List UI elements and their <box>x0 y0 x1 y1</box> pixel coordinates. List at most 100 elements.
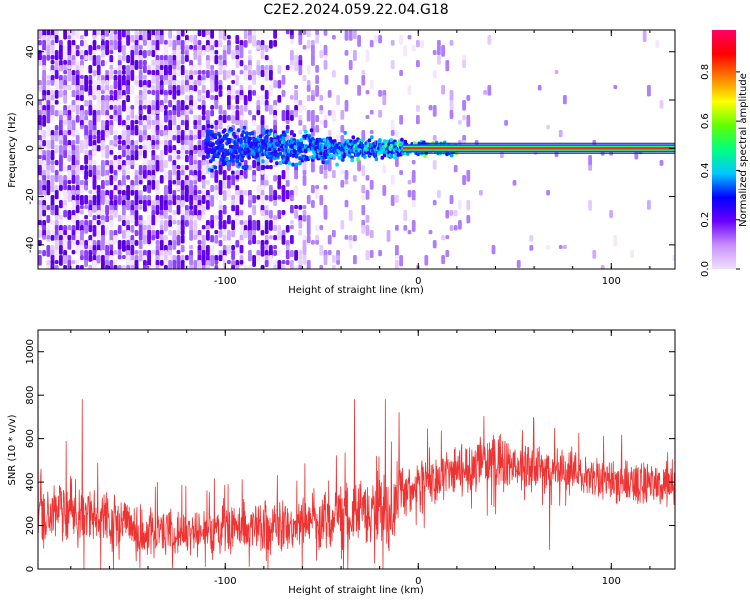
heatmap-cell <box>88 45 93 55</box>
heatmap-cell <box>138 100 143 106</box>
heatmap-cell <box>462 175 466 186</box>
heatmap-cell <box>193 175 198 182</box>
heatmap-cell <box>38 60 42 66</box>
heatmap-cell <box>151 205 156 211</box>
heatmap-cell <box>256 125 261 135</box>
heatmap-cell <box>176 30 181 36</box>
heatmap-cell <box>117 30 122 41</box>
colorbar-tick-label: 0.4 <box>700 162 711 178</box>
heatmap-cell <box>92 225 97 237</box>
heatmap-cell <box>302 160 307 172</box>
heatmap-cell <box>164 150 168 155</box>
heatmap-cell <box>302 245 307 256</box>
heatmap-cell <box>395 195 399 203</box>
heatmap-cell <box>151 75 156 84</box>
heatmap-cell <box>319 50 324 59</box>
heatmap-cell <box>395 255 399 260</box>
heatmap-cell <box>63 245 67 250</box>
heatmap-cell <box>50 220 55 226</box>
heatmap-cell <box>185 100 189 106</box>
heatmap-cell <box>516 260 521 268</box>
x-tick-label: 0 <box>415 576 421 587</box>
heatmap-cell <box>302 205 307 210</box>
heatmap-cell <box>357 160 361 172</box>
heatmap-cell <box>67 260 72 269</box>
heatmap-cell <box>164 250 168 262</box>
heatmap-cell <box>222 70 227 81</box>
heatmap-cell <box>264 220 269 232</box>
heatmap-signal-core <box>402 147 675 150</box>
heatmap-cell <box>189 185 193 192</box>
heatmap-cell <box>264 90 269 100</box>
heatmap-cell <box>159 230 164 235</box>
heatmap-cell <box>361 195 366 201</box>
heatmap-cell <box>197 160 202 171</box>
heatmap-cell <box>138 240 143 250</box>
heatmap-cell <box>231 230 235 238</box>
heatmap-signal-cell <box>256 161 261 166</box>
heatmap-cell <box>105 200 109 205</box>
heatmap-cell <box>105 145 109 152</box>
heatmap-cell <box>222 50 227 62</box>
heatmap-cell <box>38 250 42 255</box>
heatmap-cell <box>113 30 118 35</box>
heatmap-cell <box>206 220 210 227</box>
heatmap-cell <box>67 125 72 131</box>
heatmap-cell <box>180 55 185 65</box>
heatmap-cell <box>172 120 177 127</box>
heatmap-cell <box>197 235 202 241</box>
heatmap-cell <box>365 225 370 236</box>
heatmap-cell <box>42 75 46 86</box>
heatmap-cell <box>273 250 277 256</box>
heatmap-cell <box>252 220 256 232</box>
heatmap-cell <box>340 170 345 175</box>
heatmap-signal-cell <box>329 153 333 158</box>
heatmap-cell <box>185 175 189 182</box>
heatmap-cell <box>46 75 51 80</box>
heatmap-cell <box>159 215 164 219</box>
heatmap-cell <box>294 170 298 180</box>
heatmap-cell <box>172 110 177 116</box>
heatmap-cell <box>269 235 273 240</box>
heatmap-cell <box>71 250 76 255</box>
heatmap-cell <box>231 185 235 189</box>
heatmap-cell <box>38 105 42 112</box>
heatmap-cell <box>235 250 240 256</box>
heatmap-cell <box>109 175 114 186</box>
heatmap-cell <box>235 265 240 269</box>
heatmap-cell <box>197 170 202 182</box>
heatmap-cell <box>71 130 76 137</box>
heatmap-cell <box>227 245 231 254</box>
heatmap-cell <box>164 135 168 140</box>
heatmap-cell <box>420 40 424 49</box>
heatmap-cell <box>197 80 202 86</box>
heatmap-cell <box>54 160 59 166</box>
heatmap-cell <box>256 105 261 112</box>
heatmap-cell <box>88 170 93 177</box>
heatmap-cell <box>214 220 219 227</box>
heatmap-cell <box>248 240 252 245</box>
heatmap-cell <box>75 205 80 214</box>
heatmap-cell <box>67 70 72 82</box>
heatmap-y-ticks: -40 -20 0 20 40 <box>25 45 675 253</box>
heatmap-cell <box>92 135 97 140</box>
heatmap-cell <box>193 185 198 192</box>
heatmap-cell <box>647 85 651 97</box>
heatmap-cell <box>59 255 63 266</box>
heatmap-cell <box>416 40 420 48</box>
heatmap-cell <box>277 250 282 255</box>
heatmap-cell <box>197 30 202 37</box>
heatmap-cell <box>75 160 80 166</box>
heatmap-signal-cell <box>245 164 249 169</box>
heatmap-cell <box>92 165 97 177</box>
heatmap-cell <box>50 210 55 216</box>
heatmap-signal-cell <box>268 147 272 152</box>
heatmap-cell <box>88 95 93 102</box>
heatmap-cell <box>361 70 366 75</box>
heatmap-cell <box>96 255 101 264</box>
heatmap-cell <box>256 45 261 50</box>
heatmap-cell <box>281 265 286 269</box>
heatmap-cell <box>155 240 160 246</box>
heatmap-cell <box>134 120 139 125</box>
heatmap-cell <box>138 60 143 70</box>
